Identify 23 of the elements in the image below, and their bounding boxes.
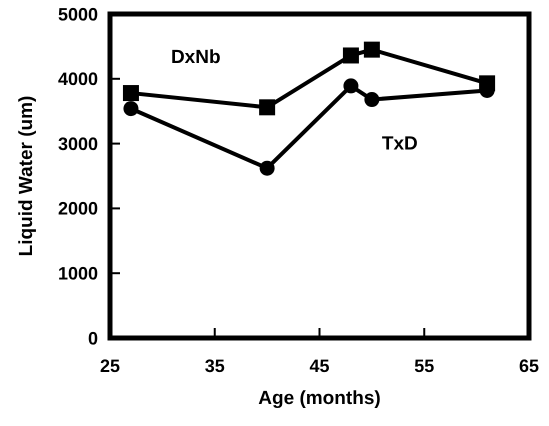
y-tick-label: 3000 xyxy=(58,134,98,154)
x-tick-label: 55 xyxy=(414,356,434,376)
x-tick-label: 25 xyxy=(100,356,120,376)
x-tick-label: 45 xyxy=(309,356,330,376)
y-tick-label: 1000 xyxy=(58,264,98,284)
point xyxy=(122,85,139,102)
point xyxy=(364,42,380,58)
point xyxy=(342,47,359,64)
point xyxy=(259,99,276,116)
y-tick-label: 2000 xyxy=(58,198,98,219)
point xyxy=(343,78,358,94)
series-label: DxNb xyxy=(170,47,221,68)
point xyxy=(123,101,138,116)
point xyxy=(364,92,380,108)
y-axis-title: Liquid Water (um) xyxy=(16,96,37,256)
x-tick-label: 35 xyxy=(204,356,225,376)
y-tick-label: 4000 xyxy=(58,69,98,90)
series-label: TxD xyxy=(382,134,418,155)
y-tick-label: 5000 xyxy=(58,4,98,24)
point xyxy=(260,160,275,176)
y-tick-label: 0 xyxy=(88,328,98,348)
x-axis-title: Age (months) xyxy=(258,388,381,409)
x-tick-label: 65 xyxy=(518,356,540,376)
